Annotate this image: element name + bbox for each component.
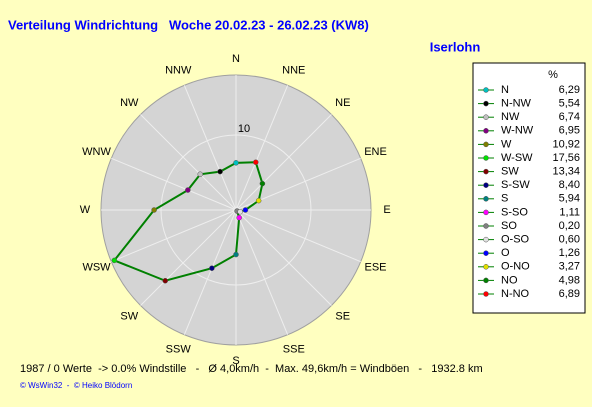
direction-label: W <box>80 204 91 216</box>
point <box>217 168 223 175</box>
direction-label: SSW <box>166 343 192 355</box>
legend-value: 5,54 <box>559 98 580 110</box>
legend-name: N <box>501 84 509 96</box>
footer: 1987 / 0 Werte -> 0.0% Windstille - Ø 4,… <box>20 363 483 375</box>
point <box>236 214 242 221</box>
direction-label: NNE <box>282 64 305 76</box>
direction-label: ENE <box>364 146 387 158</box>
direction-label: ESE <box>364 262 386 274</box>
spoke <box>235 114 332 211</box>
point <box>162 277 169 284</box>
legend-value: 0,60 <box>559 234 580 246</box>
legend-value: 13,34 <box>552 166 580 178</box>
legend-marker <box>483 196 489 202</box>
legend-value: 4,98 <box>559 274 580 286</box>
direction-label: SE <box>335 311 350 323</box>
legend-name: W <box>501 138 512 150</box>
r-tick-label: 10 <box>238 123 250 135</box>
spoke <box>235 85 289 211</box>
legend-name: O-SO <box>501 234 530 246</box>
legend-marker <box>483 141 489 148</box>
legend-box <box>472 62 586 314</box>
legend-value: 6,89 <box>559 288 580 300</box>
direction-label: WSW <box>82 262 111 274</box>
spoke <box>235 209 289 335</box>
legend-marker <box>483 87 489 93</box>
legend-marker <box>483 223 489 229</box>
legend-name: NO <box>501 274 518 286</box>
legend-name: S-SW <box>501 179 530 191</box>
legend-value: 0,20 <box>559 220 580 232</box>
direction-label: E <box>383 204 390 216</box>
legend-name: NW <box>501 111 520 123</box>
legend-name: W-NW <box>501 125 534 137</box>
legend-value: 6,74 <box>559 111 580 123</box>
legend-value: 1,26 <box>559 247 580 259</box>
legend-marker <box>483 100 489 107</box>
legend-value: 6,29 <box>559 84 580 96</box>
legend-marker <box>483 182 489 188</box>
legend-name: O-NO <box>501 261 530 273</box>
direction-label: S <box>232 355 239 367</box>
legend-marker <box>483 277 489 284</box>
legend-marker <box>483 128 489 134</box>
legend-title: % <box>548 69 558 81</box>
legend-marker <box>483 291 489 297</box>
legend-marker <box>483 209 489 216</box>
direction-label: NE <box>335 97 350 109</box>
point <box>259 180 266 187</box>
chart-title: Verteilung Windrichtung Woche 20.02.23 -… <box>8 17 369 32</box>
legend-name: SW <box>501 166 519 178</box>
legend-marker <box>483 114 489 120</box>
direction-label: WNW <box>82 146 111 158</box>
point <box>253 159 259 166</box>
legend-name: N-NW <box>501 98 532 110</box>
legend-marker <box>483 250 489 256</box>
legend-value: 1,11 <box>559 206 580 218</box>
spoke <box>140 114 237 211</box>
spoke <box>235 209 332 306</box>
direction-label: NW <box>120 97 139 109</box>
legend-name: SO <box>501 220 517 232</box>
point <box>197 171 204 178</box>
point <box>255 197 262 204</box>
spoke <box>111 157 237 211</box>
point <box>233 160 239 166</box>
legend-marker <box>483 264 489 270</box>
legend-name: O <box>501 247 510 259</box>
point <box>242 207 249 213</box>
legend-value: 6,95 <box>559 125 580 137</box>
spoke <box>183 209 237 335</box>
legend-name: N-NO <box>501 288 530 300</box>
direction-label: SW <box>120 311 138 323</box>
point <box>185 187 191 193</box>
direction-label: N <box>232 53 240 65</box>
spoke <box>140 209 237 306</box>
legend-marker <box>483 155 489 161</box>
credits: © WsWin32 - © Heiko Blödorn <box>20 381 132 390</box>
legend-value: 8,40 <box>559 179 580 191</box>
point <box>151 207 157 213</box>
legend-value: 10,92 <box>552 138 580 150</box>
grid-ring <box>160 134 312 286</box>
legend-value: 17,56 <box>552 152 580 164</box>
spoke <box>111 209 237 263</box>
direction-label: NNW <box>165 64 192 76</box>
spoke <box>235 209 361 263</box>
legend-value: 5,94 <box>559 193 580 205</box>
legend-name: S <box>501 193 508 205</box>
point <box>237 208 243 215</box>
point <box>111 257 118 264</box>
legend-name: S-SO <box>501 206 528 218</box>
legend-value: 3,27 <box>559 261 580 273</box>
legend-name: W-SW <box>501 152 533 164</box>
legend-marker <box>483 236 489 243</box>
legend-marker <box>483 168 489 175</box>
point <box>209 265 215 271</box>
spoke <box>183 85 237 211</box>
direction-label: SSE <box>283 343 305 355</box>
point <box>233 251 239 258</box>
location: Iserlohn <box>430 39 481 54</box>
